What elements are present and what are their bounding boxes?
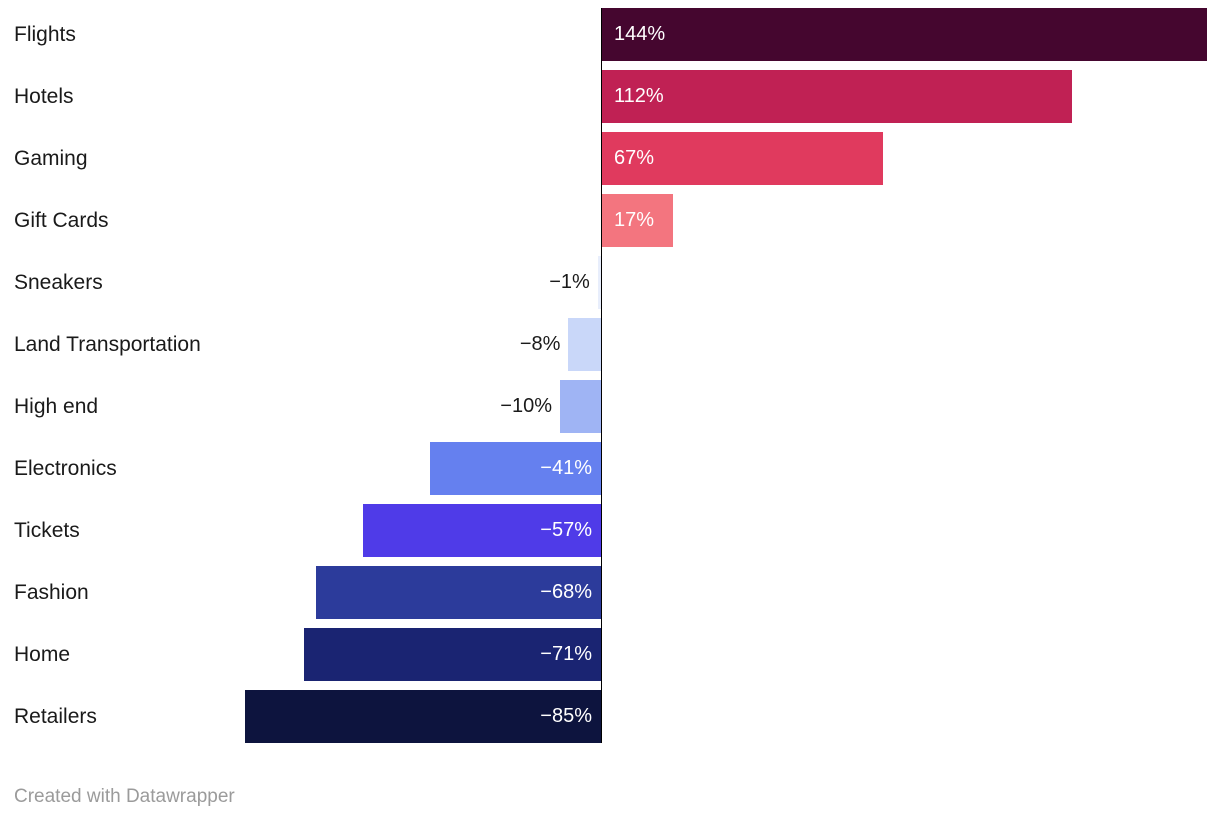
- bar-row: Gaming 67%: [0, 132, 1220, 185]
- value-label: 112%: [614, 85, 664, 107]
- bar: [597, 256, 602, 309]
- bar-row: Hotels 112%: [0, 70, 1220, 123]
- bar: [429, 442, 602, 495]
- value-label: 67%: [614, 147, 655, 169]
- value-label: −71%: [540, 643, 592, 665]
- category-label: Electronics: [14, 457, 117, 480]
- bar-row: Flights 144%: [0, 8, 1220, 61]
- bar-row: Home −71%: [0, 628, 1220, 681]
- bar: [568, 318, 602, 371]
- value-label: −41%: [540, 457, 592, 479]
- category-label: Fashion: [14, 581, 89, 604]
- category-label: Hotels: [14, 85, 74, 108]
- value-label: −85%: [540, 705, 592, 727]
- category-label: Flights: [14, 23, 76, 46]
- bar-row: Retailers −85%: [0, 690, 1220, 743]
- bar: [362, 504, 602, 557]
- value-label: −68%: [540, 581, 592, 603]
- category-label: Retailers: [14, 705, 97, 728]
- value-label: −57%: [540, 519, 592, 541]
- bar-row: Sneakers −1%: [0, 256, 1220, 309]
- attribution-text: Created with Datawrapper: [14, 786, 235, 807]
- category-label: High end: [14, 395, 99, 418]
- category-label: Sneakers: [14, 271, 103, 294]
- zero-baseline: [601, 8, 602, 743]
- bar: [602, 8, 1207, 61]
- value-label: −1%: [549, 271, 590, 293]
- bar: [602, 70, 1073, 123]
- bar-row: Electronics −41%: [0, 442, 1220, 495]
- category-label: Land Transportation: [14, 333, 201, 356]
- value-label: −10%: [500, 395, 552, 417]
- bar-row: Gift Cards 17%: [0, 194, 1220, 247]
- bar: [303, 628, 602, 681]
- bar: [602, 132, 884, 185]
- bar: [316, 566, 602, 619]
- category-label: Gaming: [14, 147, 88, 170]
- category-label: Tickets: [14, 519, 80, 542]
- category-label: Home: [14, 643, 71, 666]
- bar-row: Tickets −57%: [0, 504, 1220, 557]
- bar-row: High end −10%: [0, 380, 1220, 433]
- chart-area: Flights 144% Hotels 112% Gaming 67% Gift Cards…: [0, 8, 1220, 743]
- category-label: Gift Cards: [14, 209, 109, 232]
- bar: [602, 194, 674, 247]
- bar-row: Fashion −68%: [0, 566, 1220, 619]
- value-label: −8%: [519, 333, 561, 355]
- bar-row: Land Transportation −8%: [0, 318, 1220, 371]
- value-label: 144%: [614, 23, 666, 45]
- bar: [245, 690, 602, 743]
- bar: [560, 380, 602, 433]
- value-label: 17%: [614, 209, 655, 231]
